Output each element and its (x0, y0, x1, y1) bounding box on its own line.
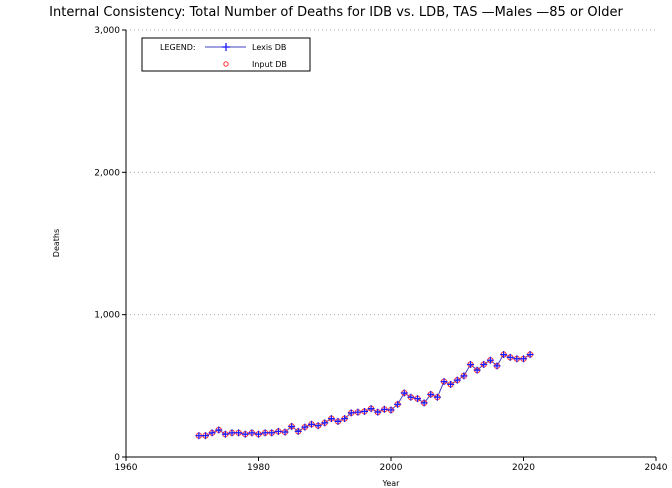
point-lexis-db (334, 417, 342, 425)
point-lexis-db (361, 407, 368, 415)
point-lexis-db (321, 419, 329, 427)
point-lexis-db (380, 405, 388, 413)
point-lexis-db (354, 408, 362, 416)
point-lexis-db (347, 409, 355, 417)
point-lexis-db (486, 356, 494, 364)
x-axis-label: Year (382, 479, 401, 488)
x-tick-label: 2040 (645, 463, 668, 473)
series-line-lexis (198, 353, 531, 437)
legend-label-lexis: Lexis DB (252, 43, 286, 52)
y-tick-label: 1,000 (94, 311, 120, 321)
x-tick-label: 1960 (115, 463, 138, 473)
grid (126, 29, 656, 316)
y-tick-label: 0 (114, 453, 120, 463)
point-lexis-db (506, 353, 514, 361)
point-lexis-db (294, 427, 302, 435)
y-axis-label: Deaths (52, 229, 61, 257)
point-lexis-db (480, 360, 488, 368)
point-lexis-db (221, 430, 229, 438)
point-lexis-db (407, 393, 415, 401)
point-lexis-db (520, 355, 527, 363)
point-lexis-db (513, 355, 521, 363)
point-lexis-db (241, 430, 249, 438)
ticks: 1960 1980 2000 2020 2040 0 1,000 2,000 3,000 (94, 26, 667, 473)
y-tick-label: 3,000 (94, 26, 120, 36)
axes (125, 30, 656, 458)
point-lexis-db (460, 372, 468, 380)
point-lexis-db (208, 429, 216, 437)
y-tick-label: 2,000 (94, 168, 120, 178)
point-lexis-db (420, 399, 428, 407)
x-tick-label: 1980 (247, 463, 270, 473)
series-layer (195, 351, 534, 440)
point-lexis-db (374, 408, 382, 416)
point-lexis-db (281, 428, 289, 436)
point-lexis-db (447, 380, 455, 388)
legend-marker-lexis (222, 43, 230, 51)
point-lexis-db (440, 378, 448, 386)
point-lexis-db (202, 432, 209, 440)
point-lexis-db (228, 429, 236, 437)
legend-label-input: Input DB (252, 60, 287, 69)
point-lexis-db (526, 351, 534, 359)
point-lexis-db (268, 429, 276, 437)
point-lexis-db (255, 430, 262, 438)
point-lexis-db (195, 432, 203, 440)
point-lexis-db (274, 427, 282, 435)
point-lexis-db (427, 390, 435, 398)
point-lexis-db (473, 366, 481, 374)
point-lexis-db (301, 423, 309, 431)
legend: LEGEND: Lexis DB Input DB (141, 37, 311, 72)
point-lexis-db (341, 415, 349, 423)
point-lexis-db (394, 400, 402, 408)
point-lexis-db (248, 429, 256, 437)
x-tick-label: 2020 (512, 463, 535, 473)
point-lexis-db (467, 360, 474, 368)
point-lexis-db (453, 376, 461, 384)
point-lexis-db (308, 420, 315, 428)
point-lexis-db (235, 429, 243, 437)
point-lexis-db (314, 422, 322, 430)
legend-title: LEGEND: (160, 43, 196, 52)
x-tick-label: 2000 (380, 463, 403, 473)
point-lexis-db (288, 422, 296, 430)
point-lexis-db (327, 415, 335, 423)
point-lexis-db (400, 389, 408, 397)
point-lexis-db (261, 429, 269, 437)
point-lexis-db (500, 351, 508, 359)
point-lexis-db (387, 406, 395, 414)
point-lexis-db (493, 362, 501, 370)
legend-marker-input (223, 61, 229, 67)
point-lexis-db (414, 395, 421, 403)
point-lexis-db (215, 426, 223, 434)
point-lexis-db (367, 405, 375, 413)
point-lexis-db (433, 393, 441, 401)
chart-title: Internal Consistency: Total Number of De… (49, 5, 623, 20)
